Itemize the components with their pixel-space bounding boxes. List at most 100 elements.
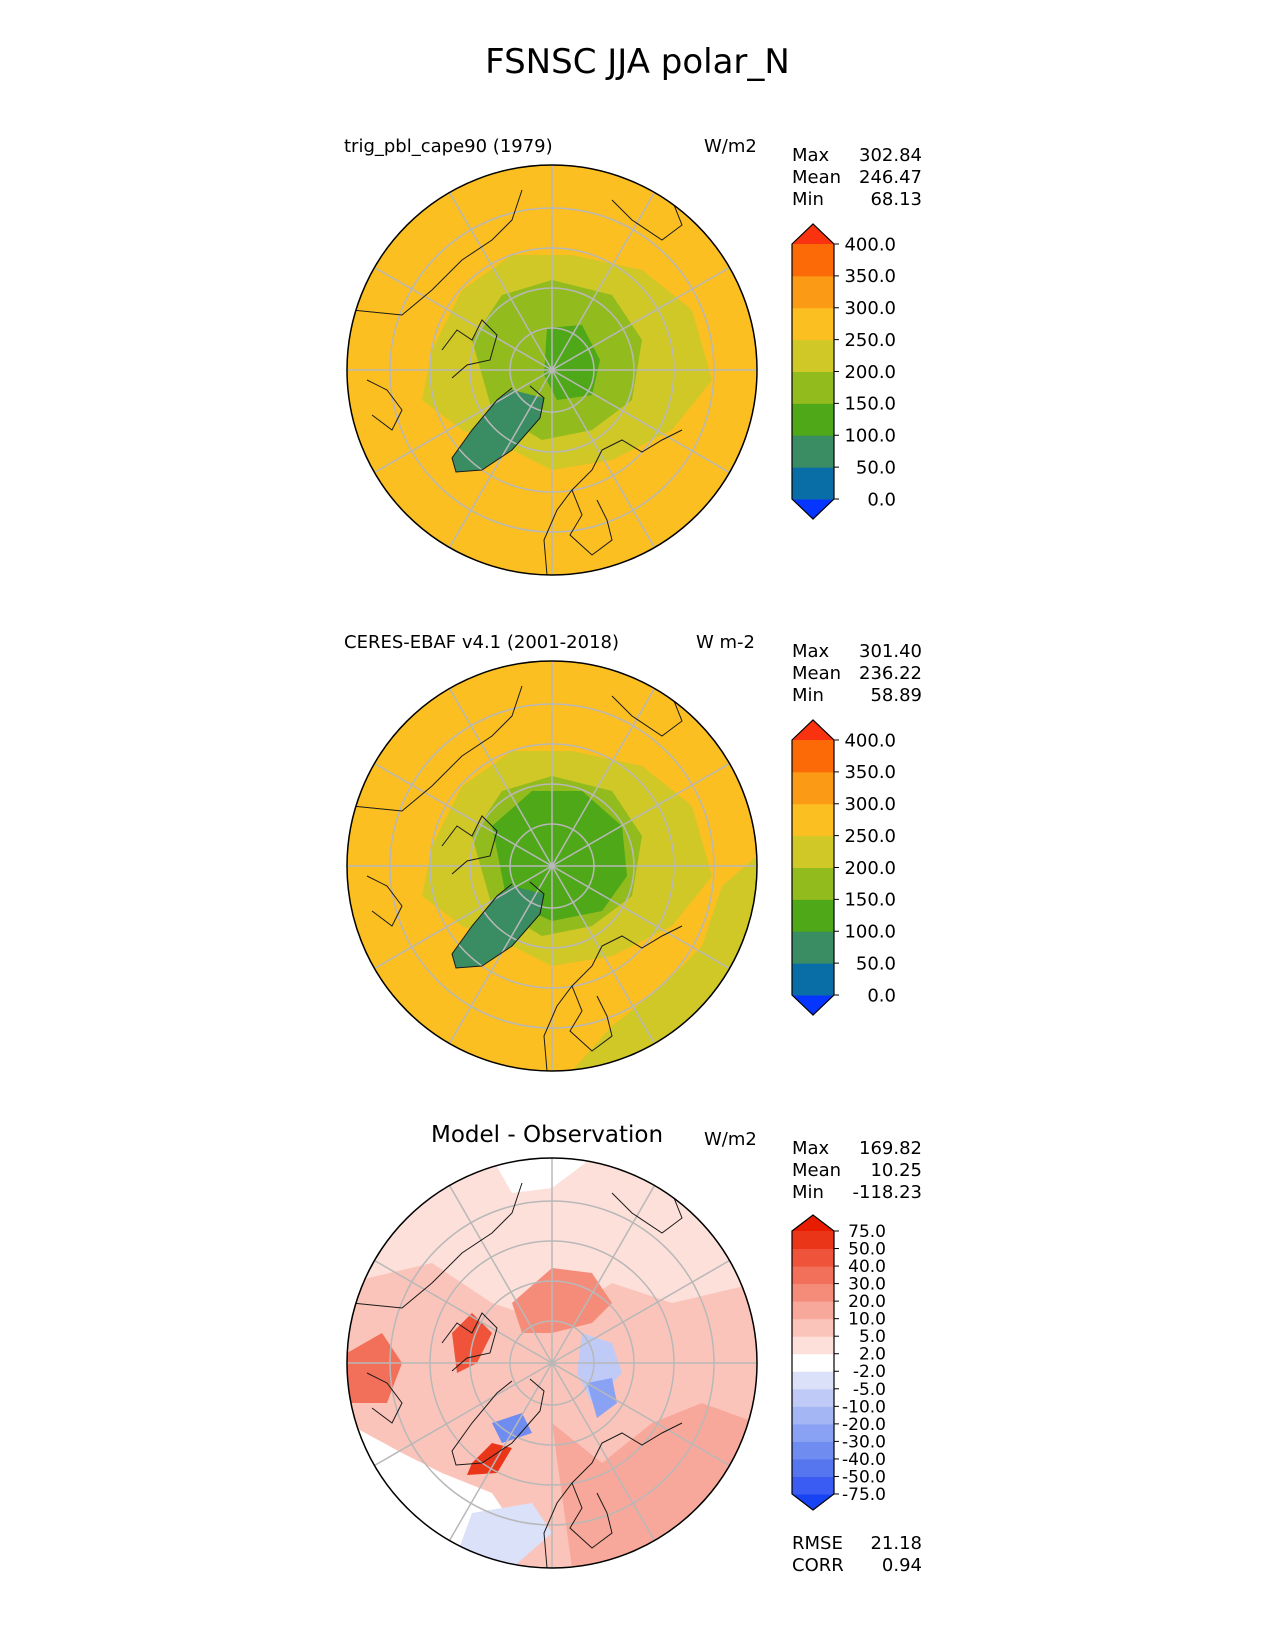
colorbar-segment xyxy=(792,403,834,436)
colorbar-extend-max xyxy=(792,1215,834,1231)
colorbar-segment xyxy=(792,1266,834,1285)
polar-map-2 xyxy=(347,661,757,1071)
stat-label: Mean xyxy=(792,1160,842,1181)
colorbar-tick-label: 350.0 xyxy=(844,762,896,783)
colorbar-segment xyxy=(792,435,834,468)
map-boundary xyxy=(346,660,758,1072)
colorbar-tick-label: -20.0 xyxy=(842,1415,886,1435)
colorbar-segment xyxy=(792,867,834,900)
stat-value: 302.84 xyxy=(859,145,922,166)
panel3-title: Model - Observation xyxy=(431,1122,664,1148)
coastline xyxy=(569,985,613,1052)
colorbar-tick-label: 100.0 xyxy=(844,426,896,447)
coastline xyxy=(351,189,523,316)
stat-value: 301.40 xyxy=(859,641,922,662)
colorbar-extend-max xyxy=(792,720,834,740)
colorbar-extend-max xyxy=(792,224,834,244)
colorbar-tick-label: 250.0 xyxy=(844,826,896,847)
stat-value: 10.25 xyxy=(870,1160,922,1181)
longitude-gridline xyxy=(374,266,730,474)
colorbar-tick-label: 20.0 xyxy=(848,1292,886,1312)
colorbar-tick-label: 200.0 xyxy=(844,362,896,383)
colorbar-segment xyxy=(792,1301,834,1320)
colorbar-segment xyxy=(792,1318,834,1337)
stat-label: Min xyxy=(792,1182,824,1203)
colorbar-segment xyxy=(792,1388,834,1407)
stat-value: 236.22 xyxy=(859,663,922,684)
colorbar-tick-label: 350.0 xyxy=(844,266,896,287)
colorbar-segment xyxy=(792,1476,834,1495)
colorbar-segment xyxy=(792,740,834,773)
panel3-units: W/m2 xyxy=(704,1129,757,1150)
colorbar-tick-label: 10.0 xyxy=(848,1310,886,1330)
colorbar-tick-label: 50.0 xyxy=(856,953,896,974)
panel1-units: W/m2 xyxy=(704,136,757,157)
longitude-gridline xyxy=(374,762,730,970)
colorbar-segment xyxy=(792,1231,834,1250)
stat-label: Mean xyxy=(792,167,842,188)
panel2-title: CERES-EBAF v4.1 (2001-2018) xyxy=(344,632,620,653)
coastline xyxy=(366,1372,403,1424)
colorbar-tick-label: -2.0 xyxy=(853,1362,886,1382)
polar-map-1 xyxy=(347,165,757,575)
colorbar-tick-label: 0.0 xyxy=(867,489,896,510)
colorbar-tick-label: 75.0 xyxy=(848,1222,886,1242)
colorbar-segment xyxy=(792,1406,834,1425)
panel2-stats: Max 301.40 Mean 236.22 Min 58.89 xyxy=(792,641,922,707)
stat-value: -118.23 xyxy=(852,1182,922,1203)
coastline xyxy=(543,429,683,575)
colorbar-extend-min xyxy=(792,995,834,1015)
shaded-region xyxy=(452,1503,552,1568)
map-boundary xyxy=(346,1157,758,1569)
panel3-error-stats: RMSE 21.18 CORR 0.94 xyxy=(792,1533,922,1577)
colorbar-segment xyxy=(792,803,834,837)
colorbar-segment xyxy=(792,1371,834,1390)
colorbar-segment xyxy=(792,1353,834,1372)
coastline xyxy=(351,1182,523,1309)
colorbar-segment xyxy=(792,371,834,404)
panel2-units: W m-2 xyxy=(696,632,756,653)
coastline xyxy=(451,385,545,473)
colorbar-tick-label: 2.0 xyxy=(859,1345,886,1365)
stat-label: Min xyxy=(792,685,824,706)
longitude-gridline xyxy=(374,1259,730,1467)
colorbar-tick-label: -75.0 xyxy=(842,1485,886,1505)
colorbar-segment xyxy=(792,1283,834,1302)
colorbar-tick-label: 200.0 xyxy=(844,858,896,879)
coastline xyxy=(451,1378,545,1466)
colorbar-tick-label: 30.0 xyxy=(848,1275,886,1295)
stat-value: 246.47 xyxy=(859,167,922,188)
colorbar-tick-label: 300.0 xyxy=(844,298,896,319)
coastline xyxy=(366,379,403,431)
coastline xyxy=(569,489,613,556)
colorbar-tick-label: 400.0 xyxy=(844,730,896,751)
colorbar-segment xyxy=(792,899,834,932)
colorbar-segment xyxy=(792,771,834,805)
map-boundary xyxy=(346,164,758,576)
stat-label: Mean xyxy=(792,663,842,684)
colorbar-segment xyxy=(792,1441,834,1460)
figure-title: FSNSC JJA polar_N xyxy=(485,42,790,82)
shaded-region xyxy=(512,1268,612,1333)
coastline xyxy=(543,1422,683,1568)
stat-value: 68.13 xyxy=(870,189,922,210)
coastline xyxy=(451,881,545,969)
stat-label: CORR xyxy=(792,1555,844,1576)
colorbar-segment xyxy=(792,931,834,964)
colorbar: 0.0 50.0 100.0 150.0 200.0 250.0 300.0 350.0 400… xyxy=(791,719,896,1016)
panel1-stats: Max 302.84 Mean 246.47 Min 68.13 xyxy=(792,145,922,211)
shaded-region xyxy=(492,1158,592,1193)
colorbar-tick-label: -40.0 xyxy=(842,1450,886,1470)
colorbar-segment xyxy=(792,1423,834,1442)
colorbar-tick-label: 400.0 xyxy=(844,234,896,255)
colorbar-segment xyxy=(792,1248,834,1267)
colorbar-tick-label: 300.0 xyxy=(844,794,896,815)
colorbar-extend-min xyxy=(792,499,834,519)
panel3-stats: Max 169.82 Mean 10.25 Min -118.23 xyxy=(792,1138,922,1204)
colorbar-tick-label: -50.0 xyxy=(842,1467,886,1487)
colorbar-tick-label: 5.0 xyxy=(859,1327,886,1347)
stat-value: 169.82 xyxy=(859,1138,922,1159)
colorbar-segment xyxy=(792,275,834,309)
coastline xyxy=(441,815,498,875)
